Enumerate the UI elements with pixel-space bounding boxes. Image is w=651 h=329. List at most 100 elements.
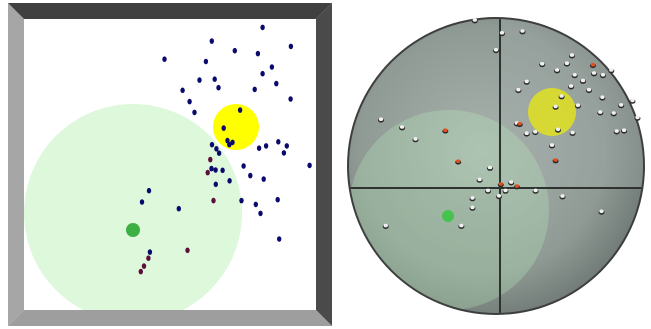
fly <box>493 48 499 54</box>
fly <box>476 177 483 183</box>
agent <box>281 150 287 156</box>
fly <box>634 115 641 121</box>
agent-marked <box>141 263 147 269</box>
agent <box>253 201 258 208</box>
fly <box>532 188 539 194</box>
agent <box>274 80 279 87</box>
fly <box>580 78 586 84</box>
agent <box>176 205 181 212</box>
fly-marked <box>513 184 520 190</box>
fly <box>621 128 628 134</box>
agent <box>221 125 226 131</box>
light-zone <box>24 104 242 310</box>
arena-frame-bottom <box>8 310 332 326</box>
fly <box>568 84 575 90</box>
fly <box>519 29 526 35</box>
agent <box>307 162 312 169</box>
agent <box>147 249 153 255</box>
agent <box>255 50 261 57</box>
agent <box>275 196 280 203</box>
arena-frame-right <box>316 3 332 326</box>
agent <box>260 70 265 77</box>
fly <box>523 79 530 85</box>
agent <box>261 176 266 182</box>
fly <box>496 194 502 200</box>
camera-target-spot <box>528 88 576 136</box>
agent <box>197 77 202 83</box>
agent <box>263 143 269 149</box>
agent <box>209 141 215 148</box>
fly <box>613 129 620 135</box>
fly-marked <box>516 121 523 128</box>
fly <box>558 94 565 100</box>
fly <box>600 73 606 79</box>
agent <box>227 178 232 184</box>
fly <box>554 68 561 74</box>
camera-home-spot <box>442 210 454 222</box>
agent <box>203 58 209 65</box>
simulation-panel <box>8 3 332 326</box>
agent <box>139 199 145 205</box>
agent <box>288 43 294 50</box>
fly <box>586 87 592 94</box>
agent-marked <box>205 169 210 176</box>
fly <box>629 98 636 104</box>
fly <box>469 196 476 202</box>
agent <box>277 236 282 242</box>
agent <box>252 86 257 93</box>
fly <box>378 117 384 123</box>
agent <box>146 187 152 194</box>
fly <box>569 130 576 137</box>
camera-light-zone <box>349 110 549 310</box>
fly <box>471 18 478 24</box>
fly <box>575 103 581 109</box>
agent <box>225 137 230 144</box>
agent <box>209 38 214 44</box>
fly <box>610 111 617 117</box>
home-spot <box>126 223 140 237</box>
fly <box>599 95 606 101</box>
fly-marked <box>589 62 596 69</box>
fly-group <box>378 18 641 230</box>
agent-marked <box>185 247 190 254</box>
agent <box>213 181 218 188</box>
fly <box>469 205 476 211</box>
fly <box>539 62 546 68</box>
agent <box>214 146 219 152</box>
fly <box>532 129 539 136</box>
fly <box>618 103 625 109</box>
agent <box>227 141 232 148</box>
fly <box>597 110 604 116</box>
agent <box>239 197 244 204</box>
agent-marked <box>146 255 151 261</box>
agent <box>284 143 289 149</box>
fly <box>571 73 578 79</box>
fly <box>559 194 566 200</box>
agent <box>162 56 167 62</box>
arena-frame-top <box>8 3 332 19</box>
fly <box>555 127 561 133</box>
agent <box>258 210 263 217</box>
camera-panel <box>347 17 645 315</box>
agent <box>213 167 218 173</box>
fly <box>598 209 605 215</box>
petri-dish <box>349 19 643 313</box>
agent <box>232 47 237 54</box>
fly <box>382 223 389 230</box>
agent <box>237 107 243 113</box>
fly <box>508 180 515 186</box>
agent <box>216 150 222 156</box>
fly <box>502 188 509 194</box>
agent <box>216 84 221 91</box>
fly <box>563 61 570 67</box>
agent <box>180 87 185 94</box>
fly <box>412 137 419 143</box>
agent-marked <box>211 197 216 204</box>
fly-marked <box>497 182 504 188</box>
target-spot <box>213 104 259 150</box>
agent-marked <box>138 268 143 275</box>
fly <box>591 71 597 77</box>
agent <box>269 64 275 70</box>
fly <box>487 165 493 171</box>
agent <box>220 167 225 174</box>
